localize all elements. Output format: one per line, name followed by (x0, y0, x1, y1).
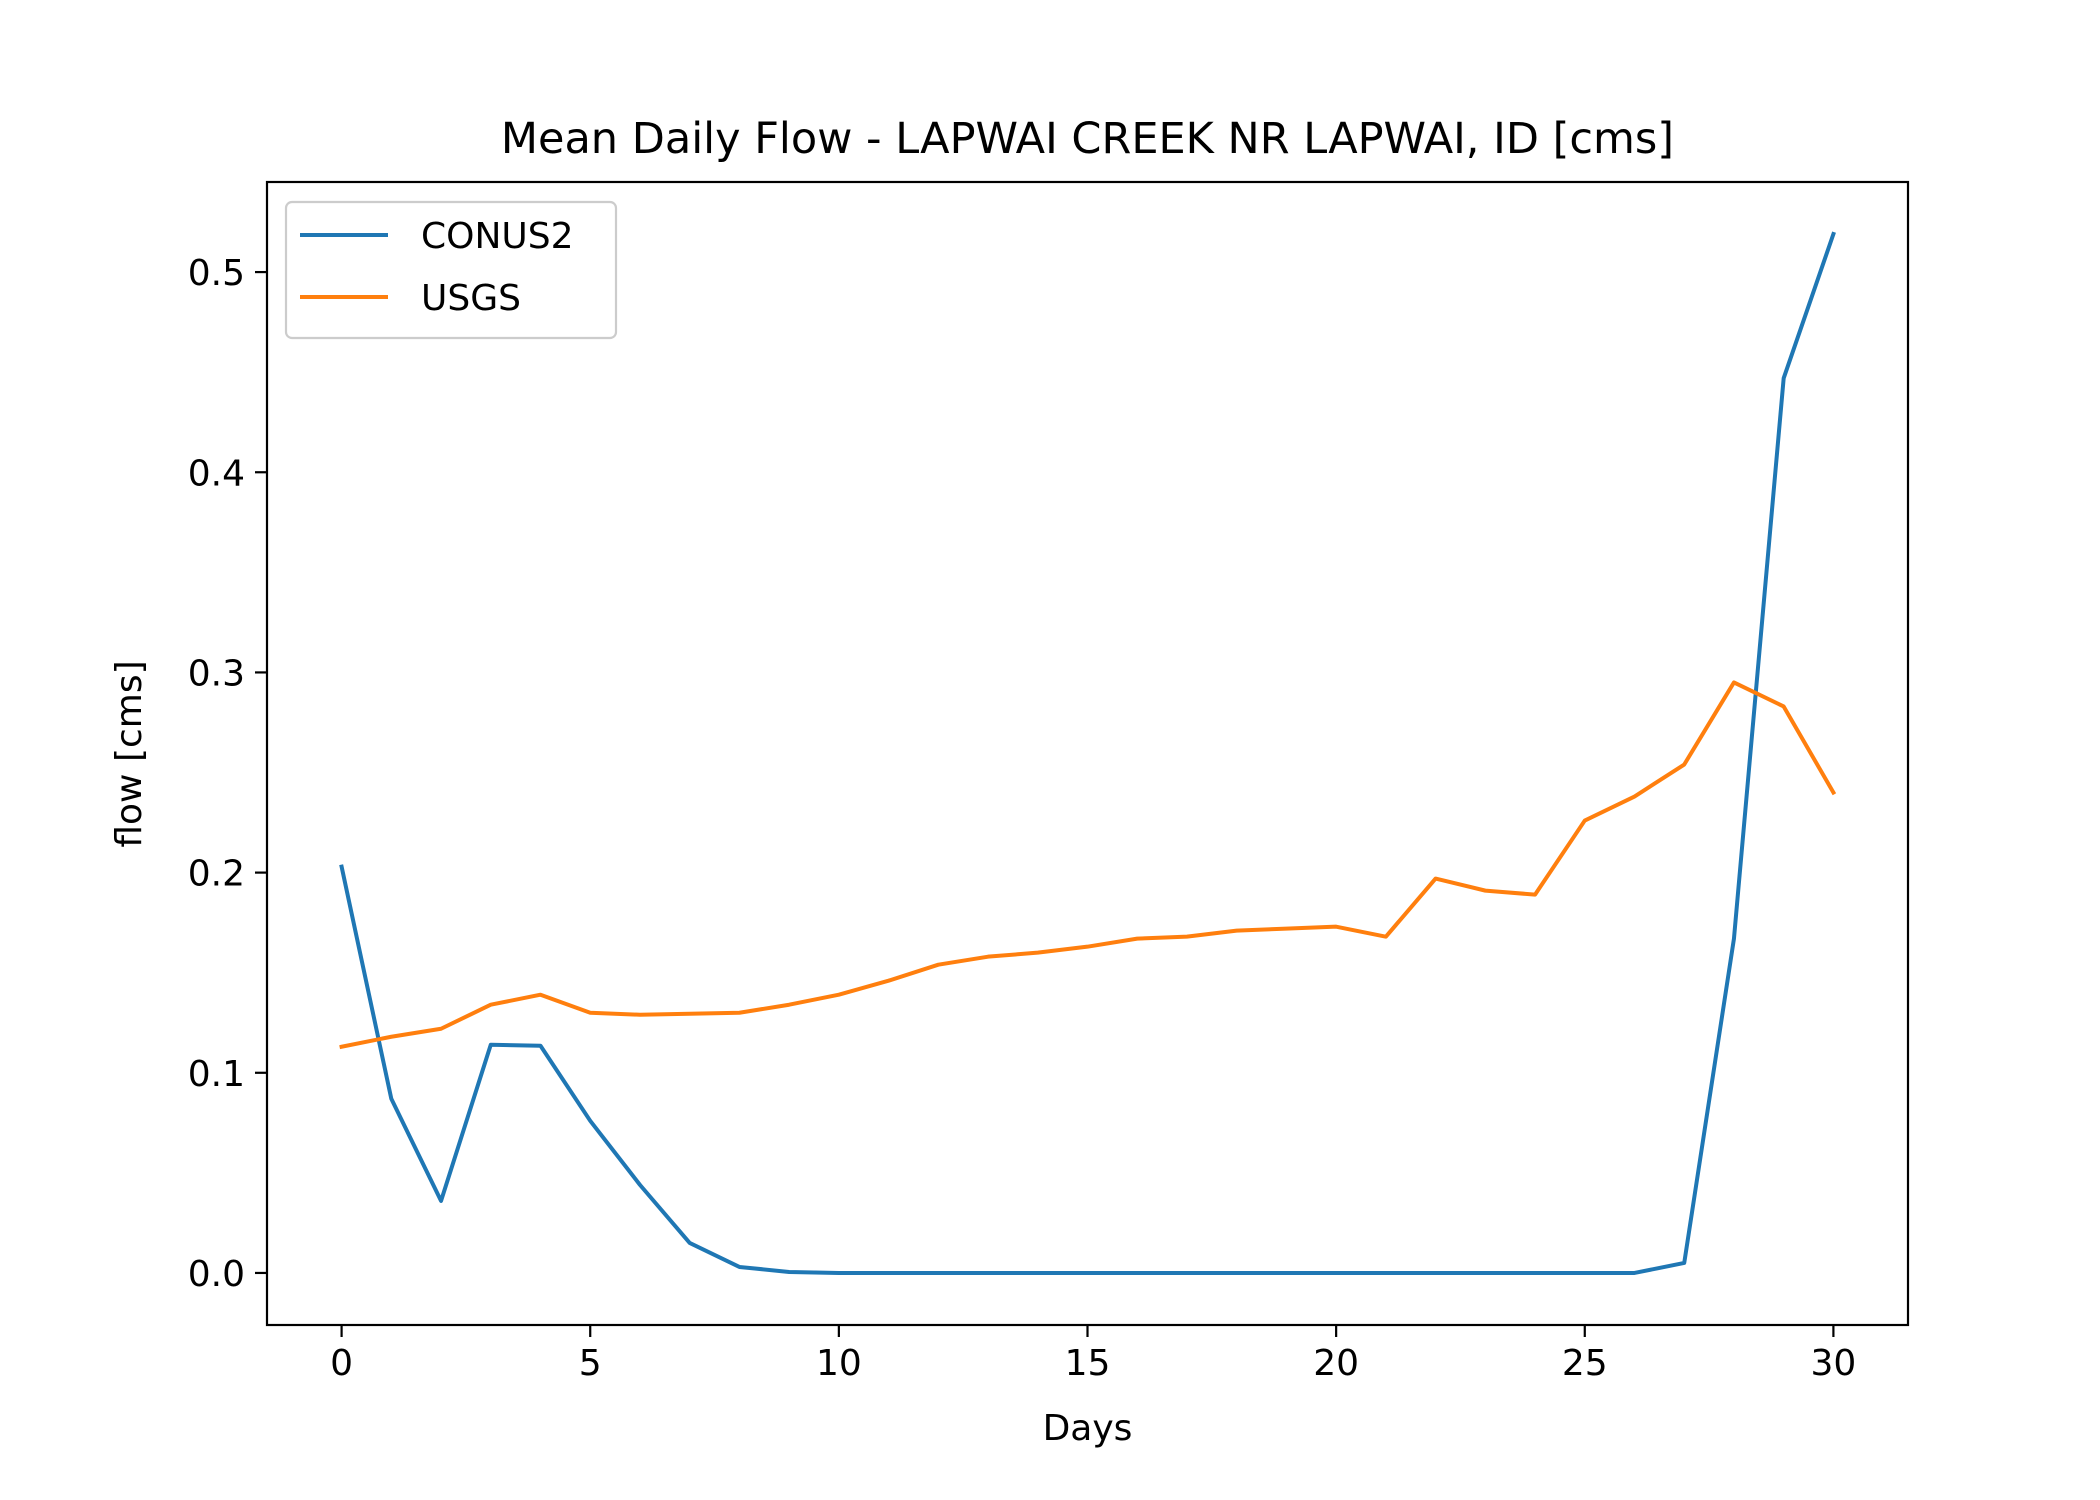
x-tick-label: 5 (579, 1343, 602, 1384)
y-tick-label: 0.3 (188, 653, 245, 694)
x-tick-label: 10 (816, 1343, 862, 1384)
legend-label-conus2: CONUS2 (421, 216, 574, 257)
legend-label-usgs: USGS (421, 278, 521, 319)
y-tick-label: 0.1 (188, 1054, 245, 1095)
x-axis-label: Days (1043, 1408, 1133, 1449)
y-tick-label: 0.5 (188, 253, 245, 294)
y-tick-label: 0.4 (188, 453, 245, 494)
x-tick-label: 30 (1811, 1343, 1857, 1384)
chart-title: Mean Daily Flow - LAPWAI CREEK NR LAPWAI… (501, 114, 1674, 164)
y-tick-label: 0.2 (188, 854, 245, 895)
series-line-usgs (339, 680, 1837, 1050)
x-tick-label: 20 (1313, 1343, 1359, 1384)
y-tick-label: 0.0 (188, 1254, 245, 1295)
y-axis-label: flow [cms] (109, 660, 150, 847)
x-tick-label: 15 (1065, 1343, 1111, 1384)
legend: CONUS2 USGS (284, 200, 618, 340)
series-line-conus2 (339, 231, 1836, 1275)
x-tick-label: 0 (330, 1343, 353, 1384)
x-tick-label: 25 (1562, 1343, 1608, 1384)
